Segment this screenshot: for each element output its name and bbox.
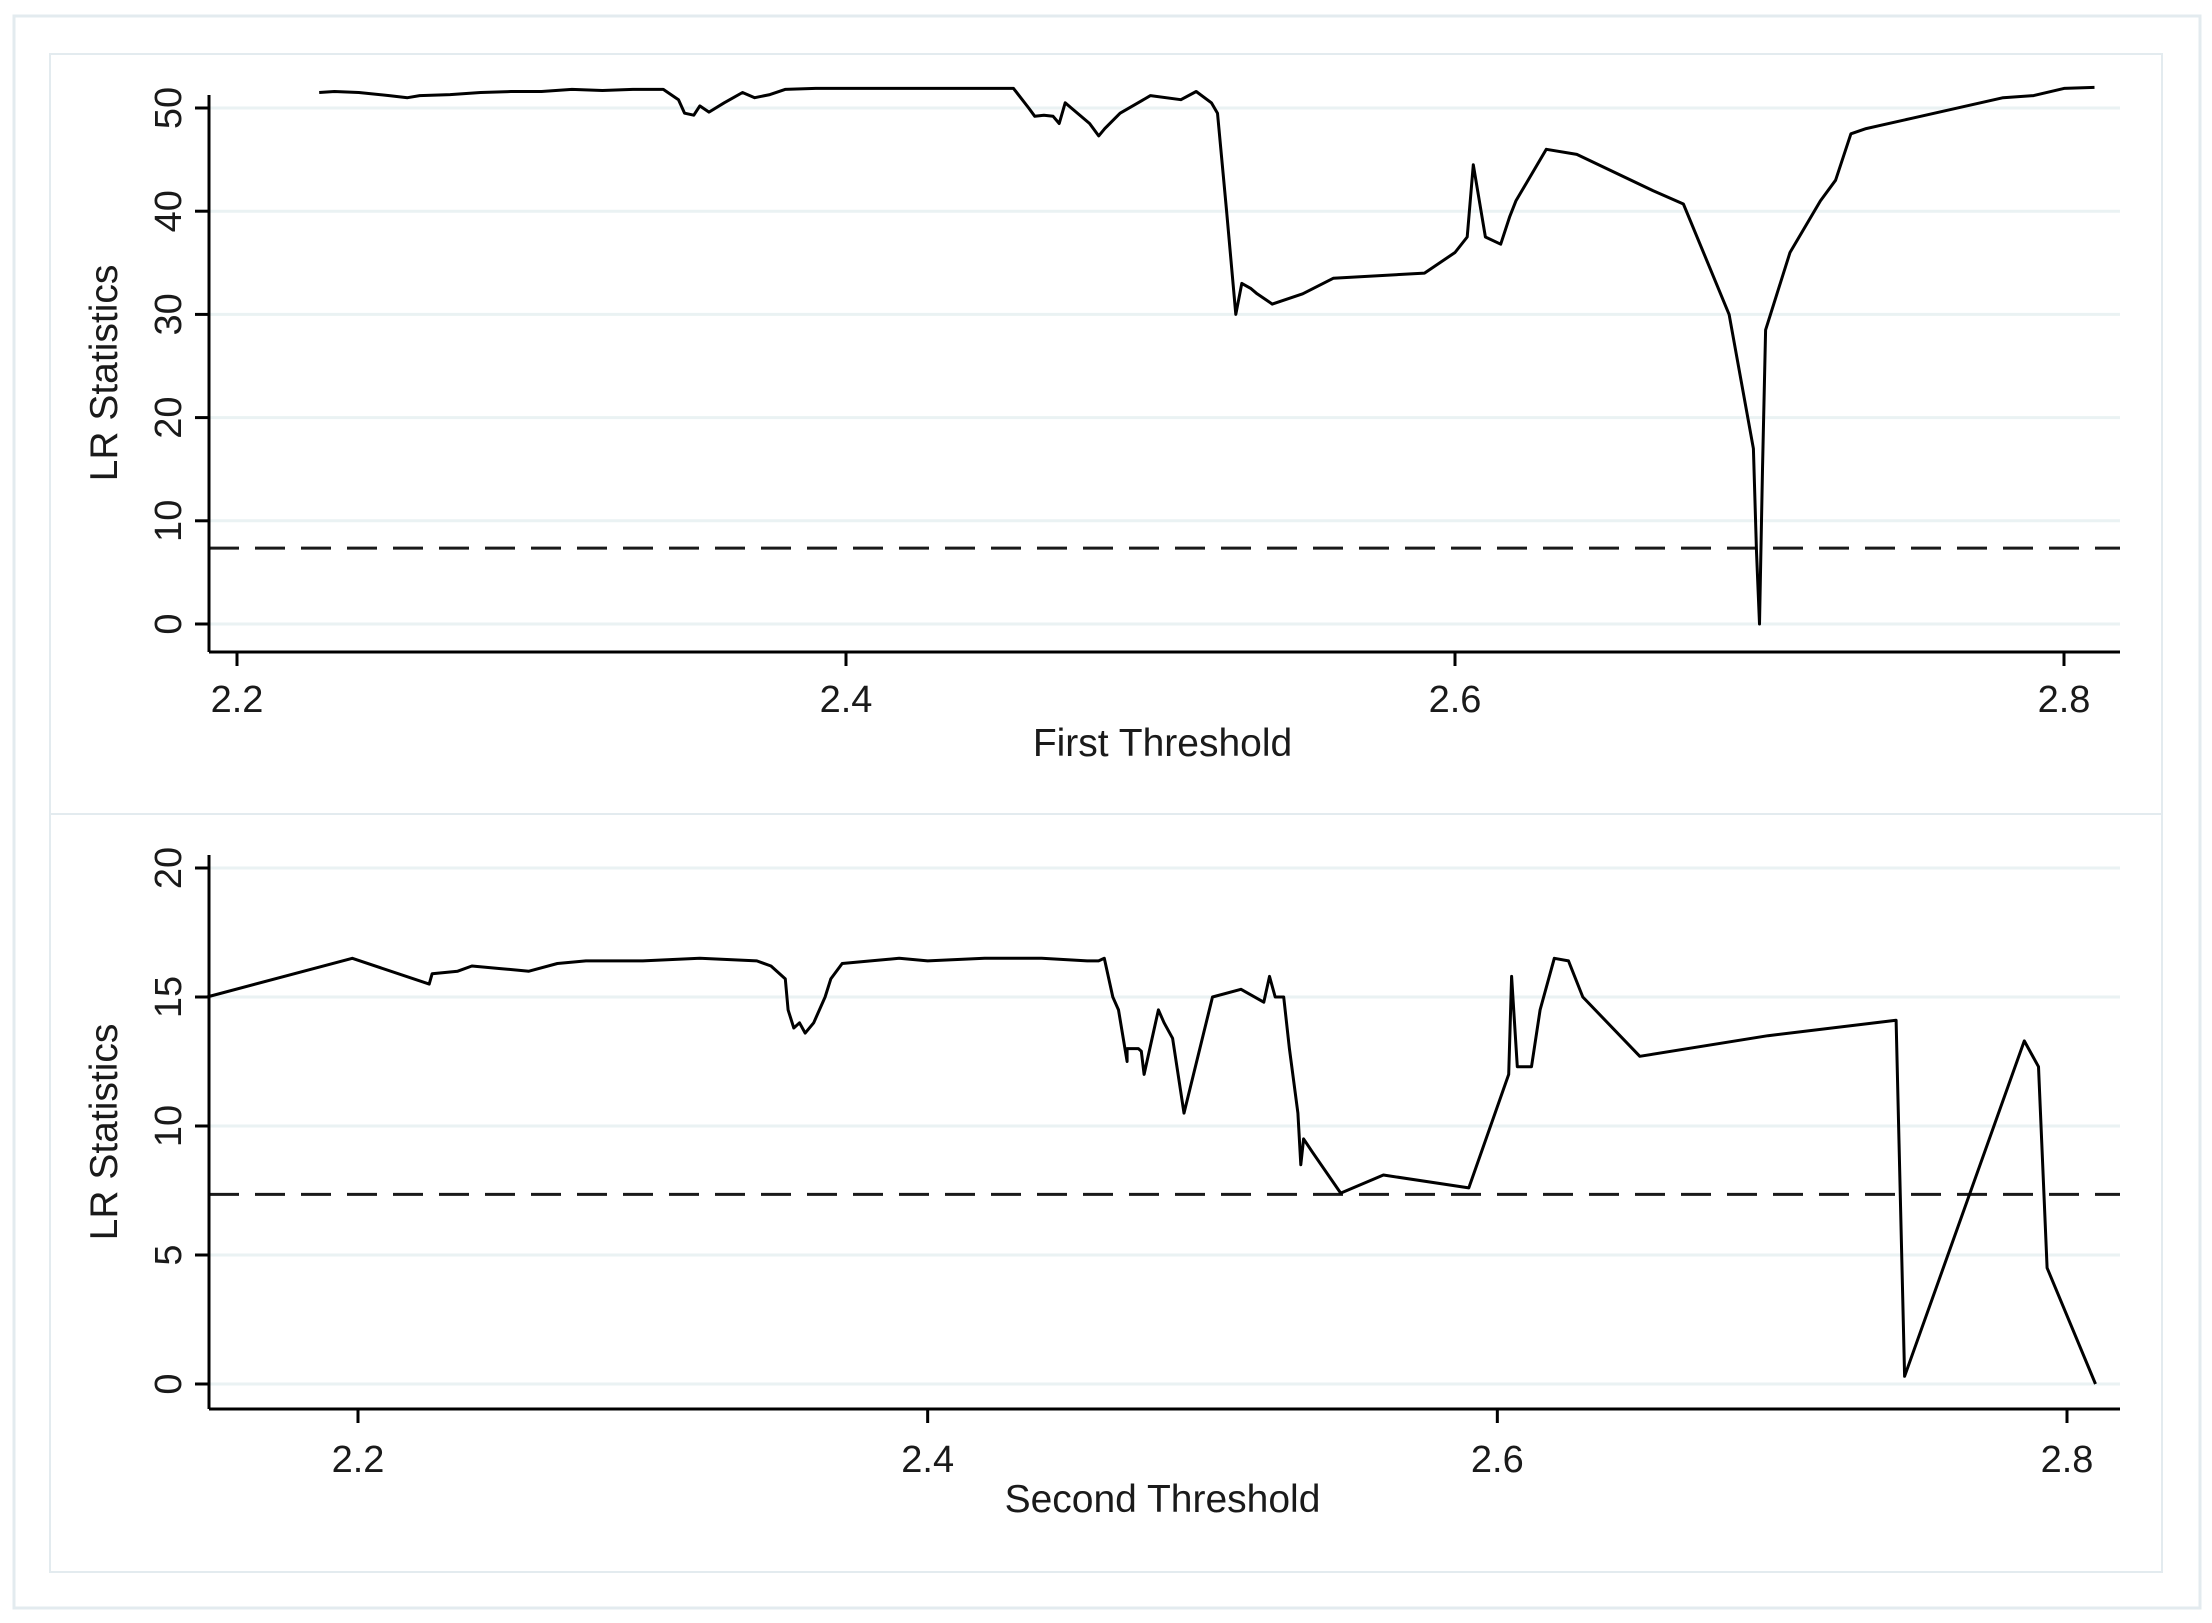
y-tick-label: 10 (148, 500, 190, 542)
y-tick-label: 20 (148, 396, 190, 438)
axes: 0 10 20 30 40 50 2.2 2.4 2.6 2.8 (148, 87, 2120, 721)
y-tick-label: 0 (148, 613, 190, 634)
y-tick-label: 0 (148, 1373, 190, 1394)
gridlines (209, 106, 2120, 626)
x-tick-label: 2.4 (901, 1439, 954, 1481)
y-tick-label: 50 (148, 87, 190, 129)
y-tick-label: 10 (148, 1105, 190, 1147)
x-tick-label: 2.8 (2041, 1439, 2094, 1481)
x-axis-title: Second Threshold (1005, 1478, 1321, 1521)
y-tick-label: 15 (148, 976, 190, 1018)
y-tick-label: 30 (148, 293, 190, 335)
lr-statistic-line (206, 956, 2097, 1385)
y-axis-title: LR Statistics (83, 265, 126, 482)
x-tick-label: 2.6 (1471, 1439, 1524, 1481)
first-threshold-panel: 0 10 20 30 40 50 2.2 2.4 2.6 2.8 LR Statistics Fi… (49, 53, 2163, 815)
y-axis-title: LR Statistics (83, 1024, 126, 1241)
y-tick-label: 40 (148, 190, 190, 232)
second-threshold-panel: 0 5 10 15 20 2.2 2.4 2.6 2.8 LR Statistics Secon… (49, 813, 2163, 1573)
x-axis-title: First Threshold (1033, 722, 1292, 765)
x-tick-label: 2.2 (211, 679, 264, 721)
y-tick-label: 5 (148, 1244, 190, 1265)
x-tick-label: 2.6 (1429, 679, 1482, 721)
axes: 0 5 10 15 20 2.2 2.4 2.6 2.8 (148, 847, 2120, 1481)
x-tick-label: 2.4 (820, 679, 873, 721)
y-tick-label: 20 (148, 847, 190, 889)
panel-frame (49, 53, 2163, 815)
x-tick-label: 2.2 (332, 1439, 385, 1481)
x-tick-label: 2.8 (2038, 679, 2091, 721)
lr-statistic-line (319, 85, 2095, 626)
gridlines (209, 866, 2120, 1386)
